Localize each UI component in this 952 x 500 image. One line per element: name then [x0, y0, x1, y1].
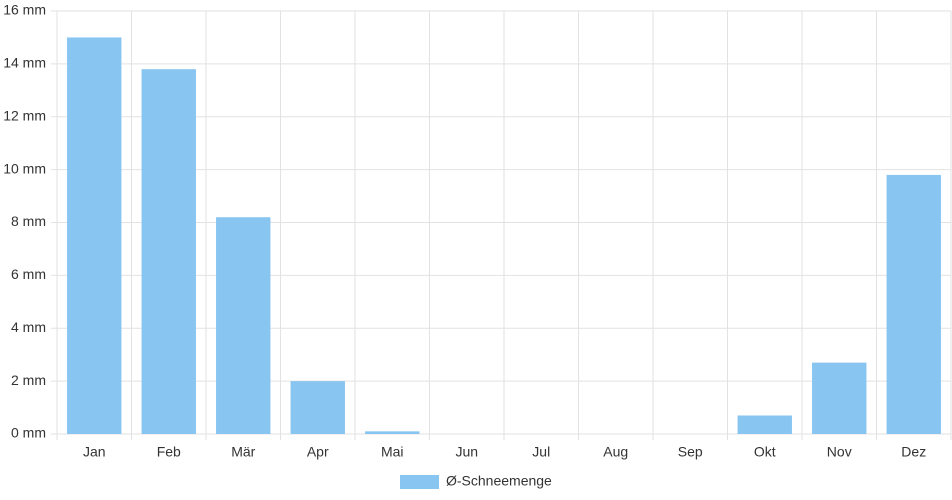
y-tick-label: 10 mm — [3, 160, 46, 176]
x-tick-label: Mai — [381, 444, 404, 460]
bar — [812, 362, 867, 434]
y-tick-label: 4 mm — [11, 319, 46, 335]
x-tick-label: Jul — [532, 444, 550, 460]
x-tick-label: Feb — [157, 444, 181, 460]
y-tick-label: 2 mm — [11, 372, 46, 388]
y-tick-label: 8 mm — [11, 213, 46, 229]
legend-swatch — [400, 475, 439, 489]
x-tick-label: Sep — [678, 444, 703, 460]
bar — [216, 217, 271, 434]
bar — [141, 69, 196, 434]
y-tick-label: 0 mm — [11, 425, 46, 441]
x-tick-label: Apr — [307, 444, 329, 460]
x-tick-label: Nov — [827, 444, 852, 460]
y-tick-label: 6 mm — [11, 266, 46, 282]
x-tick-label: Jun — [455, 444, 478, 460]
bar — [290, 381, 345, 434]
x-tick-label: Aug — [603, 444, 628, 460]
bar — [67, 37, 122, 434]
x-tick-label: Dez — [901, 444, 926, 460]
x-tick-label: Mär — [231, 444, 255, 460]
bar — [737, 415, 792, 434]
legend-label: Ø-Schneemenge — [446, 473, 552, 489]
bar — [365, 431, 420, 434]
x-tick-label: Okt — [754, 444, 776, 460]
y-tick-label: 14 mm — [3, 55, 46, 71]
y-tick-label: 16 mm — [3, 2, 46, 18]
y-tick-label: 12 mm — [3, 107, 46, 123]
bar — [886, 174, 941, 434]
x-tick-label: Jan — [83, 444, 106, 460]
